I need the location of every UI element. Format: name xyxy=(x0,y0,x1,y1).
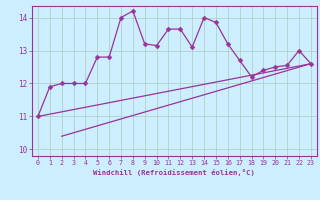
X-axis label: Windchill (Refroidissement éolien,°C): Windchill (Refroidissement éolien,°C) xyxy=(93,169,255,176)
